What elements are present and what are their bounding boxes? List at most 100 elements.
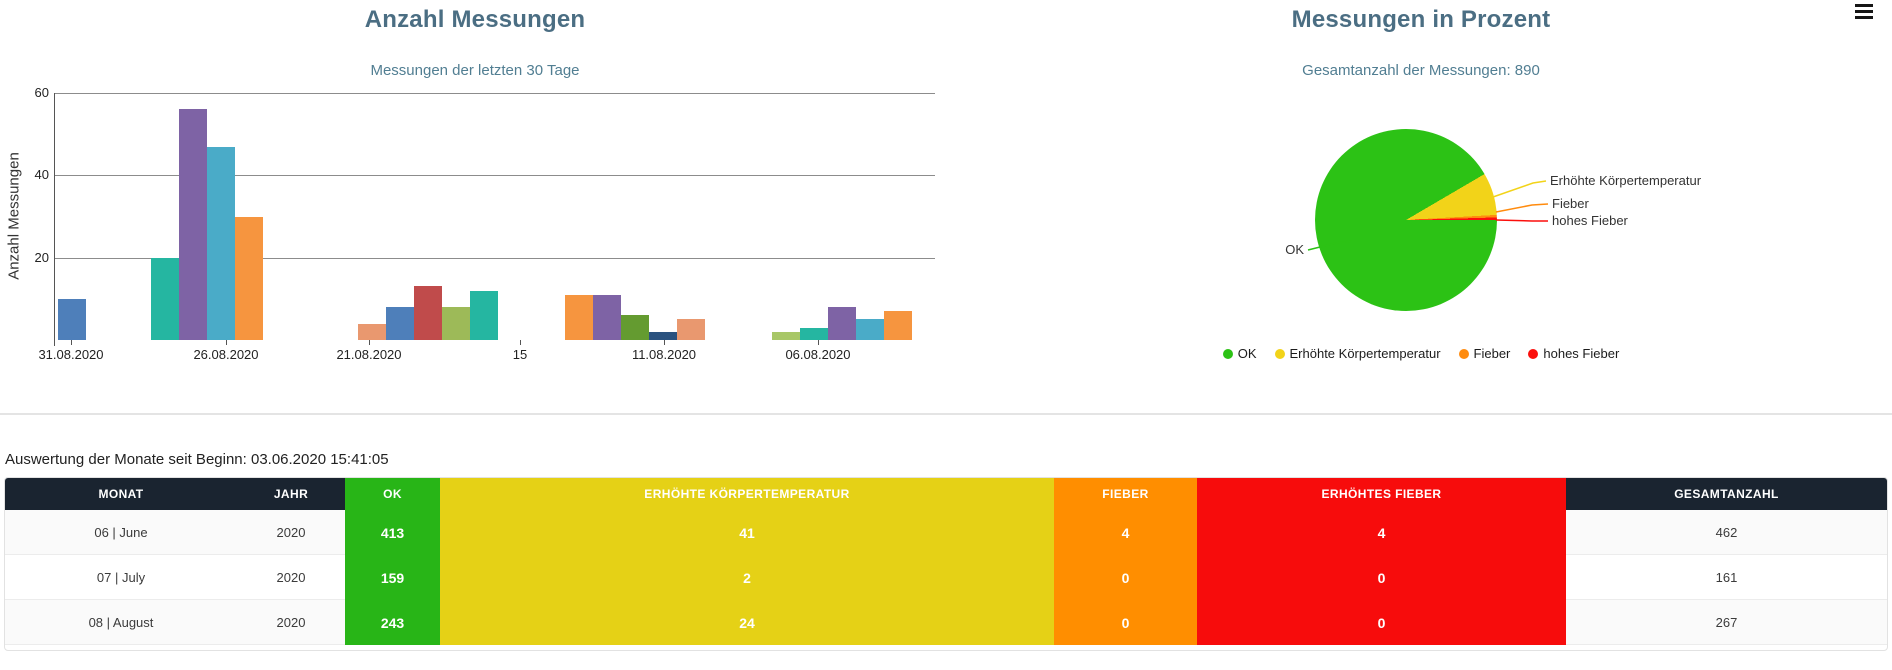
- table-row: 07 | July 2020 159 2 0 0 161: [5, 555, 1887, 600]
- bar[interactable]: [800, 328, 828, 340]
- x-tick-label: 21.08.2020: [336, 347, 402, 362]
- table-header-row: MONAT JAHR OK ERHÖHTE KÖRPERTEMPERATUR FIEBE…: [5, 478, 1887, 510]
- legend-dot-icon: [1528, 348, 1539, 359]
- table-cell: 07 | July: [5, 555, 237, 600]
- column-header: MONAT: [5, 478, 237, 510]
- table-cell: 2020: [237, 600, 345, 645]
- bar[interactable]: [442, 307, 470, 340]
- bar[interactable]: [677, 319, 705, 340]
- legend-item[interactable]: OK: [1222, 346, 1257, 361]
- legend-label: OK: [1237, 346, 1257, 361]
- legend-item[interactable]: Fieber: [1458, 346, 1511, 361]
- y-tick-label: 40: [34, 167, 49, 183]
- table-cell: 4: [1054, 510, 1197, 555]
- x-tick: [369, 340, 370, 345]
- y-tick-label: 60: [34, 85, 49, 100]
- table-cell: 0: [1197, 600, 1566, 645]
- x-tick: [664, 340, 665, 345]
- pie-slice-label: Fieber: [1552, 196, 1589, 211]
- hamburger-menu-icon[interactable]: [1853, 4, 1875, 22]
- bar[interactable]: [470, 291, 498, 340]
- table-cell: 413: [345, 510, 440, 555]
- bar-chart-plot: 20 40 60 31.08.2020 26.08.2020 21.08.2020 15 11…: [35, 85, 935, 362]
- bar[interactable]: [358, 324, 386, 340]
- pie-chart[interactable]: [1315, 129, 1497, 311]
- bar-chart-subtitle: Messungen der letzten 30 Tage: [370, 62, 580, 79]
- pie-slice-label: hohes Fieber: [1552, 213, 1628, 228]
- bar[interactable]: [386, 307, 414, 340]
- x-tick-label: 26.08.2020: [193, 347, 259, 362]
- table-caption: Auswertung der Monate seit Beginn: 03.06…: [5, 451, 389, 468]
- bar[interactable]: [151, 258, 179, 340]
- gridline: [55, 175, 935, 177]
- x-tick: [71, 340, 72, 345]
- legend-label: Erhöhte Körpertemperatur: [1289, 346, 1441, 361]
- bar[interactable]: [565, 295, 593, 340]
- bar[interactable]: [414, 286, 442, 340]
- bar[interactable]: [207, 147, 235, 340]
- table-cell: 08 | August: [5, 600, 237, 645]
- column-header: JAHR: [237, 478, 345, 510]
- column-header: OK: [345, 478, 440, 510]
- bar[interactable]: [649, 332, 677, 340]
- pie-legend: OK Erhöhte Körpertemperatur Fieber hohes Fi…: [950, 346, 1892, 361]
- table-cell: 0: [1054, 600, 1197, 645]
- bar[interactable]: [828, 307, 856, 340]
- pie-slice-label: Erhöhte Körpertemperatur: [1550, 173, 1702, 188]
- pie-chart-title: Messungen in Prozent: [1291, 6, 1551, 33]
- legend-dot-icon: [1222, 348, 1233, 359]
- table-cell: 2020: [237, 555, 345, 600]
- column-header: FIEBER: [1054, 478, 1197, 510]
- x-tick-label: 06.08.2020: [785, 347, 851, 362]
- table-cell: 161: [1566, 555, 1887, 600]
- pie-chart-subtitle: Gesamtanzahl der Messungen: 890: [1302, 62, 1540, 79]
- legend-label: Fieber: [1473, 346, 1511, 361]
- y-tick-label: 20: [34, 249, 49, 265]
- table-row: 08 | August 2020 243 24 0 0 267: [5, 600, 1887, 645]
- table-cell: 41: [440, 510, 1054, 555]
- legend-dot-icon: [1274, 348, 1285, 359]
- bar-chart-title: Anzahl Messungen: [364, 6, 586, 33]
- bar[interactable]: [593, 295, 621, 340]
- x-tick-label: 11.08.2020: [631, 347, 697, 362]
- column-header: ERHÖHTES FIEBER: [1197, 478, 1566, 510]
- x-tick-label: 31.08.2020: [38, 347, 104, 362]
- column-header: GESAMTANZAHL: [1566, 478, 1887, 510]
- table-cell: 462: [1566, 510, 1887, 555]
- monthly-evaluation-table: MONAT JAHR OK ERHÖHTE KÖRPERTEMPERATUR FIEBE…: [4, 477, 1888, 651]
- pie-slice-label: OK: [1285, 242, 1304, 257]
- table-cell: 267: [1566, 600, 1887, 645]
- legend-dot-icon: [1458, 348, 1469, 359]
- bar[interactable]: [856, 319, 884, 340]
- bar[interactable]: [179, 109, 207, 340]
- bar[interactable]: [58, 299, 86, 340]
- gridline: [55, 93, 935, 94]
- bar[interactable]: [621, 315, 649, 340]
- x-tick-label: 15: [512, 347, 528, 362]
- table-cell: 159: [345, 555, 440, 600]
- table-cell: 0: [1197, 555, 1566, 600]
- table-cell: 243: [345, 600, 440, 645]
- bar-chart-panel: Anzahl Messungen Messungen der letzten 3…: [0, 0, 950, 413]
- table-row: 06 | June 2020 413 41 4 4 462: [5, 510, 1887, 555]
- pie-chart-panel: Messungen in Prozent Gesamtanzahl der Me…: [950, 0, 1892, 413]
- legend-item[interactable]: Erhöhte Körpertemperatur: [1274, 346, 1441, 361]
- y-axis-line: [54, 93, 55, 346]
- x-tick: [226, 340, 227, 345]
- gridline: [55, 257, 935, 259]
- x-tick: [818, 340, 819, 345]
- x-tick: [520, 340, 521, 345]
- bar[interactable]: [235, 217, 263, 340]
- table-cell: 24: [440, 600, 1054, 645]
- bar[interactable]: [884, 311, 912, 340]
- table-cell: 0: [1054, 555, 1197, 600]
- bar[interactable]: [772, 332, 800, 340]
- table-cell: 2: [440, 555, 1054, 600]
- column-header: ERHÖHTE KÖRPERTEMPERATUR: [440, 478, 1054, 510]
- table-cell: 2020: [237, 510, 345, 555]
- section-divider: [0, 413, 1892, 415]
- table-cell: 4: [1197, 510, 1566, 555]
- legend-label: hohes Fieber: [1543, 346, 1620, 361]
- legend-item[interactable]: hohes Fieber: [1528, 346, 1619, 361]
